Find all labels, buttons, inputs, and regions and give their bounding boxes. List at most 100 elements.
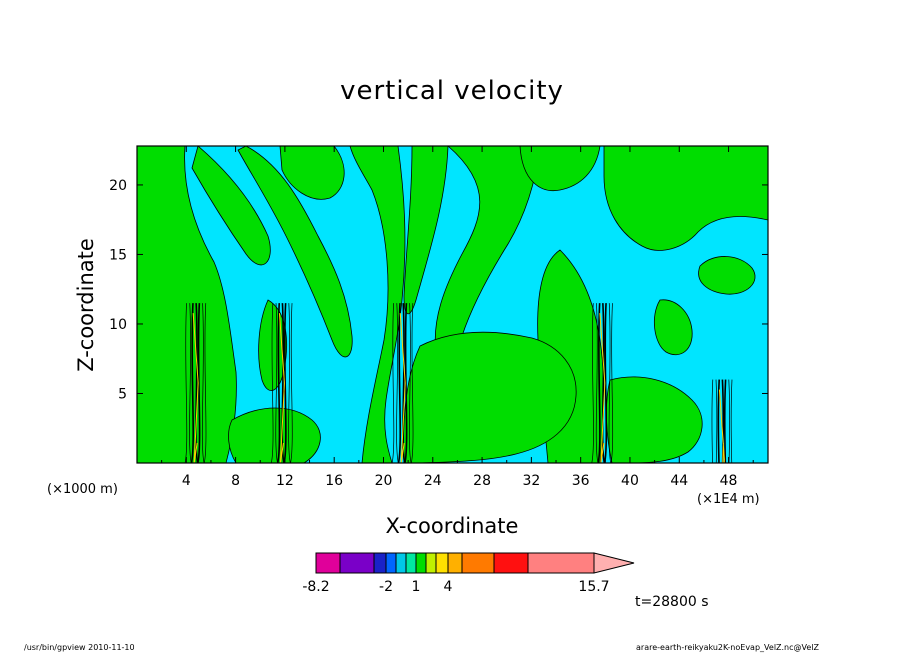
colorbar-label: -2 [379, 579, 393, 595]
colorbar-segment [405, 552, 417, 574]
updraft-contour [409, 303, 412, 463]
colorbar-segment [315, 552, 341, 574]
updraft-contour [715, 379, 718, 463]
updraft-contour [203, 303, 207, 463]
positive-velocity-region [228, 407, 321, 463]
updraft-contour [195, 303, 199, 463]
updraft-contour [721, 379, 725, 463]
x-axis: 4 8 12 16 20 24 28 32 36 40 44 48 [161, 146, 754, 489]
colorbar-segment [435, 552, 449, 574]
colorbar-label: 15.7 [578, 579, 609, 595]
plot-area [136, 145, 769, 464]
updraft-contour [730, 379, 733, 463]
positive-velocity-region [191, 146, 271, 266]
updraft-core [399, 313, 406, 463]
x-axis-label: X-coordinate [385, 514, 519, 538]
updraft-contour [402, 303, 406, 463]
colorbar-label: 4 [444, 579, 453, 595]
updraft-contour [290, 303, 293, 463]
plot-frame [136, 145, 769, 464]
footer-command: /usr/bin/gpview 2010-11-10 [24, 643, 135, 652]
updraft-contour [610, 303, 614, 463]
positive-velocity-region [349, 146, 406, 463]
updraft-contour [184, 303, 188, 463]
updraft-contour [270, 303, 274, 463]
positive-velocity-region [279, 146, 345, 200]
colorbar-segment [373, 552, 387, 574]
x-tick-label: 8 [231, 473, 240, 489]
updraft-contour [288, 303, 291, 463]
updraft-contour [281, 303, 285, 463]
colorbar: -8.2 -2 1 4 15.7 [302, 552, 635, 595]
positive-velocity-region [519, 146, 601, 192]
x-tick-label: 24 [424, 473, 442, 489]
x-tick-label: 48 [720, 473, 738, 489]
colorbar-segment [447, 552, 463, 574]
x-tick-label: 32 [522, 473, 540, 489]
updraft-contour [603, 303, 608, 463]
colorbar-extension-arrow [593, 552, 635, 574]
x-tick-label: 16 [325, 473, 343, 489]
updraft-core [192, 313, 199, 463]
updraft-contour [397, 303, 402, 463]
y-tick-label: 5 [118, 386, 127, 402]
updraft-contour [276, 303, 281, 463]
updraft-core [718, 389, 725, 463]
time-label: t=28800 s [635, 594, 709, 610]
updraft-contour [391, 303, 395, 463]
positive-velocity-region [605, 376, 703, 463]
colorbar-label: 1 [412, 579, 421, 595]
colorbar-segment [395, 552, 407, 574]
x-tick-label: 12 [276, 473, 294, 489]
x-unit-right: (×1E4 m) [697, 492, 760, 507]
updraft-core [278, 313, 285, 463]
updraft-contour [597, 303, 601, 463]
updraft-contour [601, 303, 606, 463]
updraft-contour [404, 303, 408, 463]
updraft-contour [591, 303, 594, 463]
colorbar-segment [385, 552, 397, 574]
updraft-contour [283, 303, 287, 463]
updraft-contour [595, 303, 599, 463]
y-tick-label: 15 [109, 247, 127, 263]
colorbar-label: -8.2 [302, 579, 329, 595]
y-axis: 5 10 15 20 [109, 178, 768, 402]
colorbar-segment [415, 552, 427, 574]
x-tick-label: 28 [473, 473, 491, 489]
updraft-contour [410, 303, 414, 463]
x-tick-label: 4 [182, 473, 191, 489]
updraft-contour [275, 303, 278, 463]
updraft-contour [717, 379, 720, 463]
updraft-core [599, 313, 606, 463]
updraft-contour [190, 303, 194, 463]
y-axis-label: Z-coordinate [74, 238, 98, 372]
updraft-contour [711, 379, 714, 463]
updraft-contour [608, 303, 612, 463]
updraft-contour [197, 303, 201, 463]
updraft-contour [189, 303, 192, 463]
x-unit-left: (×1000 m) [47, 482, 118, 497]
colorbar-segment [339, 552, 375, 574]
x-tick-label: 20 [375, 473, 393, 489]
colorbar-segment [527, 552, 595, 574]
positive-velocity-region [603, 146, 768, 251]
positive-velocity-region [698, 256, 756, 295]
x-tick-label: 40 [621, 473, 639, 489]
x-tick-label: 44 [670, 473, 688, 489]
footer-filename: arare-earth-reikyaku2K-noEvap_VelZ.nc@Ve… [636, 643, 820, 652]
positive-velocity-region [653, 299, 693, 356]
positive-velocity-region [237, 146, 353, 358]
y-tick-label: 10 [109, 317, 127, 333]
positive-velocity-region [403, 146, 449, 315]
colorbar-segment [425, 552, 437, 574]
updraft-contour [723, 379, 727, 463]
velocity-field [137, 146, 768, 463]
colorbar-segment [493, 552, 529, 574]
updraft-contour [728, 379, 731, 463]
colorbar-segment [461, 552, 495, 574]
updraft-contour [396, 303, 399, 463]
updraft-contour [201, 303, 205, 463]
chart-title: vertical velocity [340, 76, 564, 106]
x-tick-label: 36 [572, 473, 590, 489]
